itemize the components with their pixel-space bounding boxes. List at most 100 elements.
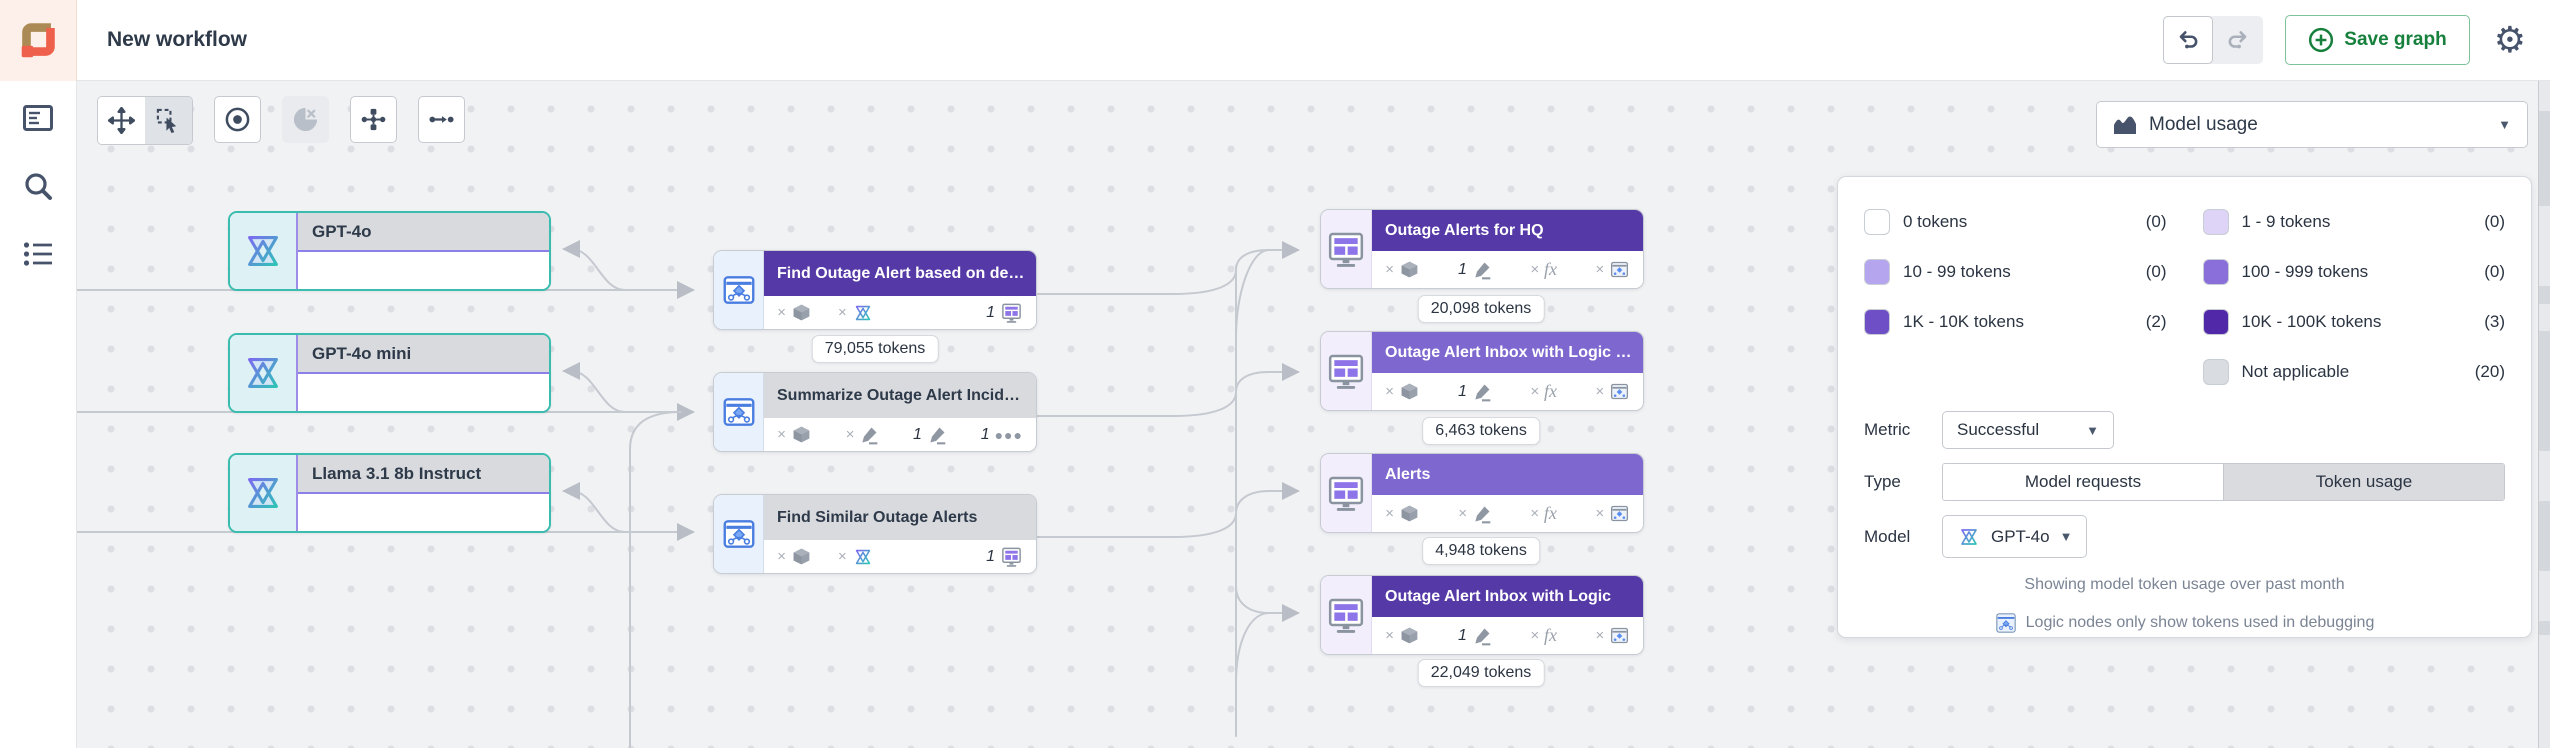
logic-indicator: ×: [1595, 625, 1630, 646]
cube-icon: [793, 548, 810, 565]
legend-count: (0): [2145, 212, 2167, 231]
legend-item: 1 - 9 tokens (0): [2202, 197, 2505, 247]
display-node-outage-alert-inbox-logic[interactable]: Outage Alert Inbox with Logic × 1 × fx ×: [1320, 575, 1644, 655]
sidebar-item-list[interactable]: [21, 237, 55, 271]
usage-chart-tool-button[interactable]: [282, 96, 329, 143]
fx-icon: fx: [1543, 625, 1557, 645]
type-option-token-usage[interactable]: Token usage: [2223, 464, 2504, 500]
node-title: Find Similar Outage Alerts: [764, 495, 1036, 540]
model-dropdown[interactable]: GPT-4o ▼: [1942, 515, 2088, 558]
prompt-indicator: 1: [1458, 626, 1492, 646]
model-icon: [855, 549, 870, 564]
node-body: × × 1: [764, 296, 1036, 329]
model-indicator: ×: [838, 546, 874, 568]
legend-count: (0): [2145, 262, 2167, 281]
logic-window-icon: [1610, 383, 1629, 400]
model-node-gpt-4o-mini[interactable]: GPT-4o mini: [228, 333, 551, 413]
collapse-edges-tool-button[interactable]: [418, 96, 465, 143]
node-body: [298, 374, 549, 411]
node-body: [298, 494, 549, 531]
display-node-alerts[interactable]: Alerts × × × fx ×: [1320, 453, 1644, 533]
function-indicator: × fx: [1530, 625, 1557, 645]
legend-swatch: [2202, 309, 2229, 335]
redo-icon: [2228, 31, 2247, 49]
model-icon: [855, 305, 870, 320]
model-node-llama[interactable]: Llama 3.1 8b Instruct: [228, 453, 551, 533]
view-mode-dropdown[interactable]: Model usage ▼: [2096, 101, 2528, 148]
save-graph-button[interactable]: Save graph: [2285, 15, 2470, 65]
monitor-icon: [1002, 303, 1021, 323]
app-logo[interactable]: [0, 0, 77, 81]
logic-node-summarize[interactable]: Summarize Outage Alert Incid… × × 1 1 ●●●: [713, 372, 1037, 452]
chevron-down-icon: ▼: [2059, 529, 2073, 544]
ellipsis-icon: ●●●: [994, 426, 1023, 443]
left-sidebar: [0, 81, 77, 748]
legend-swatch: [2202, 209, 2229, 235]
legend-count: (0): [2484, 262, 2505, 281]
cube-icon: [1401, 383, 1418, 400]
type-label: Type: [1864, 472, 1901, 491]
node-title: Llama 3.1 8b Instruct: [298, 455, 549, 494]
pen-icon: [1475, 384, 1491, 401]
canvas-toolbar: [97, 96, 465, 145]
legend-swatch: [2202, 259, 2229, 285]
logic-window-icon: [1610, 505, 1629, 522]
auto-layout-tool-button[interactable]: [350, 96, 397, 143]
logic-indicator: ×: [1595, 381, 1630, 402]
prompt-indicator: ×: [1458, 504, 1492, 524]
search-icon: [25, 173, 52, 200]
select-tool-button[interactable]: [145, 97, 192, 144]
workflow-canvas[interactable]: GPT-4o GPT-4o mini Llama 3.1 8b Inst: [77, 81, 2538, 748]
pen-icon: [1475, 262, 1491, 279]
undo-button[interactable]: [2163, 16, 2214, 64]
node-title: Outage Alert Inbox with Logic: [1372, 576, 1643, 617]
logic-window-icon: [1995, 613, 2016, 633]
type-option-model-requests[interactable]: Model requests: [1943, 464, 2223, 500]
logic-window-icon: [714, 495, 764, 573]
legend-item: 10 - 99 tokens (0): [1864, 247, 2167, 297]
node-arrow-icon: [429, 116, 454, 123]
sidebar-item-search[interactable]: [21, 169, 55, 203]
pan-tool-button[interactable]: [98, 97, 145, 144]
dataset-indicator: ×: [1385, 381, 1420, 402]
node-body: [298, 252, 549, 289]
model-node-gpt-4o[interactable]: GPT-4o: [228, 211, 551, 291]
logic-node-find-outage-alert[interactable]: Find Outage Alert based on de… × × 1: [713, 250, 1037, 330]
sidebar-item-details[interactable]: [21, 101, 55, 135]
dataset-indicator: ×: [777, 546, 812, 567]
node-body: × 1 × fx ×: [1372, 373, 1643, 410]
node-title: GPT-4o mini: [298, 335, 549, 374]
type-control-row: Type Model requests Token usage: [1864, 463, 2505, 501]
monitor-icon: [1321, 576, 1372, 654]
area-chart-icon: [2114, 115, 2136, 134]
model-icon: [230, 213, 298, 289]
metric-dropdown[interactable]: Successful ▼: [1942, 411, 2114, 449]
legend-item-spacer: [1864, 347, 2167, 397]
metric-label: Metric: [1864, 420, 1911, 439]
node-title: Summarize Outage Alert Incid…: [764, 373, 1036, 418]
node-body: × × 1 1 ●●●: [764, 418, 1036, 451]
header-bar: New workflow: [0, 0, 2550, 81]
prompt-indicator: ×: [846, 425, 880, 445]
dataset-indicator: ×: [1385, 625, 1420, 646]
move-icon: [108, 107, 135, 134]
node-title: Outage Alert Inbox with Logic …: [1372, 332, 1643, 373]
layout-graph-icon: [361, 108, 386, 131]
logic-window-icon: [714, 251, 764, 329]
type-segmented-control: Model requests Token usage: [1942, 463, 2505, 501]
logic-node-find-similar[interactable]: Find Similar Outage Alerts × × 1: [713, 494, 1037, 574]
redo-button[interactable]: [2213, 16, 2263, 64]
focus-tool-button[interactable]: [214, 96, 261, 143]
display-node-outage-alert-inbox-logic-ellipsis[interactable]: Outage Alert Inbox with Logic … × 1 × fx …: [1320, 331, 1644, 411]
settings-gear-icon[interactable]: ⚙: [2493, 19, 2526, 60]
model-icon: [230, 455, 298, 531]
page-title: New workflow: [107, 28, 248, 51]
cube-icon: [1401, 505, 1418, 522]
legend-count: (3): [2484, 312, 2505, 331]
model-indicator: ×: [838, 302, 874, 324]
cube-icon: [1401, 627, 1418, 644]
node-title: Alerts: [1372, 454, 1643, 495]
token-badge: 6,463 tokens: [1422, 417, 1540, 445]
display-node-outage-alerts-hq[interactable]: Outage Alerts for HQ × 1 × fx ×: [1320, 209, 1644, 289]
token-badge: 4,948 tokens: [1422, 537, 1540, 565]
